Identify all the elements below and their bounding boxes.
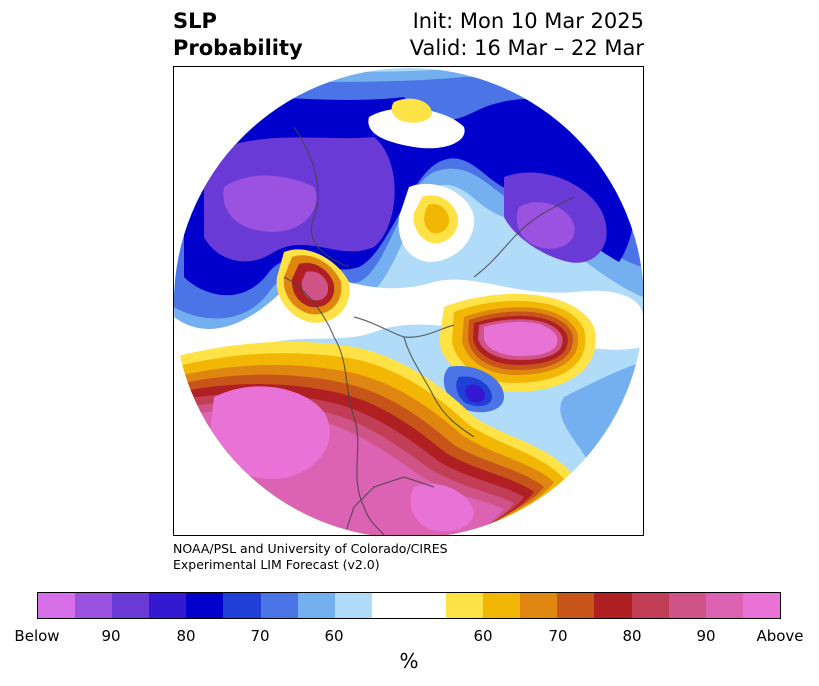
colorbar-segment: [594, 593, 632, 618]
init-date: Init: Mon 10 Mar 2025: [412, 9, 644, 33]
colorbar-segment: [260, 593, 298, 618]
tick-above: Above: [756, 627, 804, 645]
tick-above-80: 80: [622, 627, 642, 645]
colorbar-segment: [75, 593, 113, 618]
credit-line-1: NOAA/PSL and University of Colorado/CIRE…: [173, 541, 448, 556]
colorbar-segment: [408, 593, 447, 618]
tick-below-70: 70: [250, 627, 270, 645]
colorbar-segment: [371, 593, 409, 618]
colorbar-segment: [668, 593, 706, 618]
product-label: Probability: [173, 36, 303, 60]
tick-below-60: 60: [324, 627, 344, 645]
colorbar-segment: [742, 593, 780, 618]
polar-map: [173, 66, 644, 536]
colorbar-segment: [557, 593, 595, 618]
colorbar-unit: %: [399, 649, 419, 673]
colorbar-segment: [112, 593, 150, 618]
date-info: Init: Mon 10 Mar 2025 Valid: 16 Mar – 22…: [410, 8, 644, 62]
colorbar-segment: [483, 593, 521, 618]
tick-above-60: 60: [473, 627, 493, 645]
colorbar-segment: [186, 593, 224, 618]
tick-below-80: 80: [176, 627, 196, 645]
colorbar-segment: [631, 593, 669, 618]
colorbar-segment: [149, 593, 187, 618]
valid-date: Valid: 16 Mar – 22 Mar: [409, 36, 644, 60]
tick-below: Below: [14, 627, 60, 645]
probability-map-svg: [174, 68, 643, 535]
colorbar-segment: [223, 593, 261, 618]
chart-title: SLP Probability: [173, 8, 303, 62]
colorbar-segment: [38, 593, 76, 618]
tick-below-90: 90: [101, 627, 121, 645]
tick-above-90: 90: [696, 627, 716, 645]
colorbar-segment: [520, 593, 558, 618]
colorbar-segment: [446, 593, 484, 618]
credit-line-2: Experimental LIM Forecast (v2.0): [173, 557, 380, 572]
colorbar-segment: [334, 593, 372, 618]
colorbar-segment: [705, 593, 743, 618]
tick-above-70: 70: [548, 627, 568, 645]
variable-label: SLP: [173, 9, 217, 33]
credit-text: NOAA/PSL and University of Colorado/CIRE…: [173, 541, 448, 573]
colorbar: [37, 592, 781, 619]
colorbar-segment: [297, 593, 335, 618]
